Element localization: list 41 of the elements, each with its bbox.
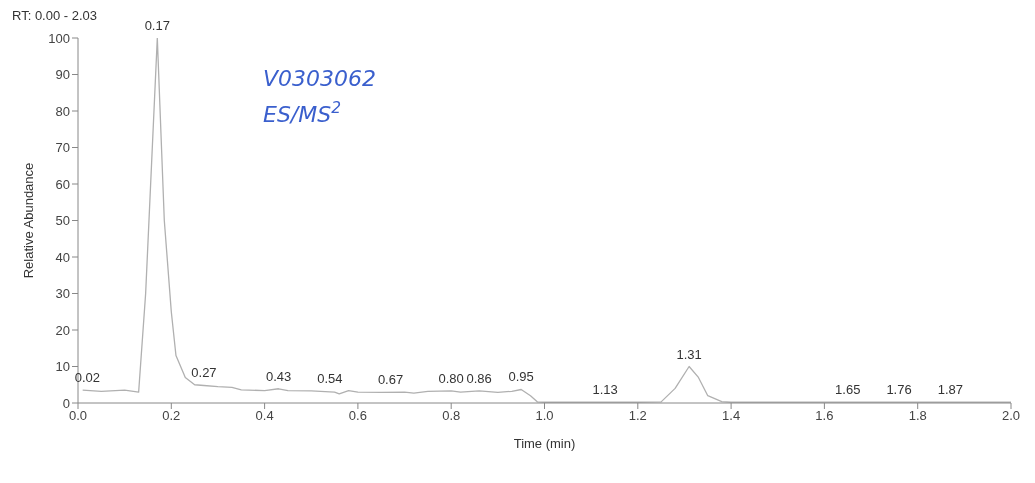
annotation: 0.17	[144, 18, 170, 33]
y-axis-title: Relative Abundance	[20, 162, 36, 279]
y-tick-label: 0	[62, 395, 70, 411]
x-tick-label: 1.4	[722, 408, 741, 424]
x-tick-label: 1.2	[628, 408, 647, 424]
annotation: 1.65	[835, 382, 861, 398]
annotation: 0.86	[466, 370, 492, 386]
x-tick-label: 0.0	[68, 408, 88, 424]
x-tick-label: 1.0	[535, 408, 554, 424]
annotation: 1.76	[886, 382, 912, 398]
annotation: V0303062	[263, 66, 377, 91]
annotation: 0.02	[74, 370, 100, 386]
x-tick-label: 0.6	[348, 408, 367, 424]
annotation: 0.95	[508, 369, 534, 385]
y-tick-label: 20	[55, 322, 70, 338]
y-tick-label: 10	[55, 359, 70, 375]
x-tick-label: 2.0	[1001, 408, 1021, 424]
x-axis-title: Time (min)	[513, 436, 576, 451]
x-tick-label: 1.6	[815, 408, 834, 424]
x-tick-label: 0.2	[162, 408, 181, 424]
x-tick-label: 0.8	[442, 408, 461, 424]
x-tick-label: 1.8	[908, 408, 927, 424]
annotation: 0.43	[265, 368, 292, 384]
y-tick-label: 80	[55, 103, 70, 119]
x-tick-label: 0.4	[255, 408, 274, 424]
annotation: 0.67	[377, 372, 404, 388]
chart-title: RT: 0.00 - 2.03	[12, 8, 98, 23]
annotation: 0.54	[317, 371, 343, 387]
y-tick-label: 30	[55, 286, 70, 302]
y-tick-label: 70	[55, 140, 70, 156]
annotation: 1.13	[592, 382, 618, 398]
y-tick-label: 60	[55, 176, 70, 192]
annotation: 0.80	[438, 370, 464, 386]
annotation: 1.31	[676, 346, 702, 362]
y-tick-label: 90	[55, 67, 70, 83]
y-tick-label: 100	[48, 30, 70, 46]
y-tick-label: 50	[55, 213, 70, 229]
annotation: 0.27	[191, 365, 217, 381]
y-tick-label: 40	[55, 249, 70, 265]
annotation: ES/MS$^{2}$	[263, 99, 342, 127]
annotation: 1.87	[937, 382, 964, 398]
